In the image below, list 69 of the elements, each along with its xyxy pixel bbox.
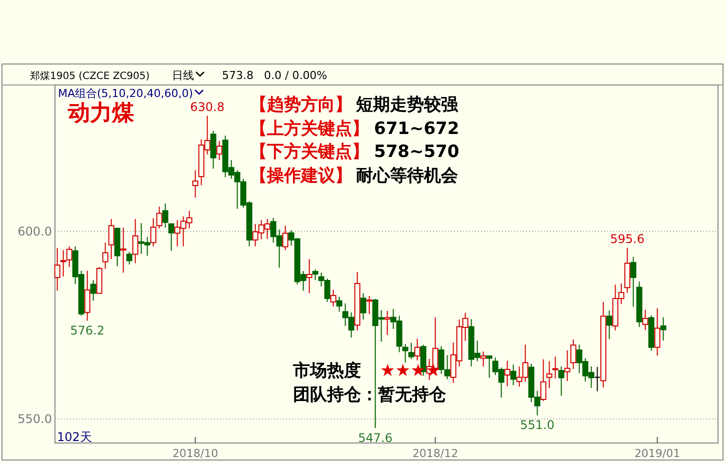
candlestick [510,364,516,386]
candlestick [120,227,126,274]
candlestick [660,316,666,342]
y-tick-label: 550.0 [18,412,52,426]
candlestick [558,366,564,396]
candlestick [504,360,510,387]
candlestick [192,170,198,198]
x-tick-label: 2019/01 [634,447,680,460]
annotation: 市场热度 [292,361,361,381]
candlestick [312,268,318,281]
text: 日线 [172,69,194,82]
candlestick [102,242,108,270]
candlestick [384,310,390,336]
x-tick-label: 2018/10 [172,447,218,460]
text: 573.8 [222,69,254,82]
candlestick [630,256,636,308]
candlestick [126,251,132,265]
text: 郑煤1905 (CZCE ZC905) [30,70,150,82]
candlestick [282,225,288,251]
annotation: 576.2 [70,324,104,338]
candlestick [210,130,216,170]
annotation: 短期走势较强 [355,95,459,115]
annotation: 【操作建议】 [250,166,352,186]
candlestick [540,358,546,402]
annotation: 【下方关键点】 [250,142,369,162]
candlestick [90,280,96,302]
candlestick [330,289,336,307]
candlestick [594,366,600,392]
candlestick [642,309,648,331]
candlestick [54,247,60,292]
candlestick [150,218,156,247]
annotation: 578~570 [374,142,460,162]
candlestick [606,310,612,340]
annotation: 团队持仓：暂无持仓 [293,385,447,405]
annotation: 【趋势方向】 [250,95,352,115]
candlestick [156,206,162,229]
candlestick [402,343,408,364]
annotation: 630.8 [190,100,224,114]
candlestick [408,342,414,360]
candlestick [162,203,168,228]
text: 0.0 / 0.00% [264,69,328,82]
text: 动力煤 [67,101,135,126]
candlestick [564,350,570,382]
candlestick [570,338,576,370]
annotation: 【上方关键点】 [250,119,369,139]
candlestick [132,218,138,264]
candlestick [216,140,222,161]
candlestick [336,296,342,312]
annotation: 671~672 [374,119,460,139]
candlestick [486,355,492,378]
candlestick [84,270,90,322]
candlestick [108,218,114,260]
annotation: 耐心等待机会 [356,166,459,186]
candlestick [480,350,486,367]
annotation: 595.6 [610,232,644,246]
annotation: MA组合(5,10,20,40,60,0) [58,87,194,100]
annotation: 102天 [57,430,92,444]
candlestick [552,356,558,379]
candlestick [546,360,552,389]
candlestick [654,308,660,356]
candlestick [168,223,174,252]
candlestick [366,295,372,314]
annotation: 551.0 [520,418,554,432]
y-tick-label: 600.0 [18,224,52,238]
candlestick [306,258,312,294]
x-tick-label: 2018/12 [412,447,458,460]
candlestick [414,338,420,361]
candlestick [360,292,366,320]
annotation: 547.6 [358,430,392,445]
